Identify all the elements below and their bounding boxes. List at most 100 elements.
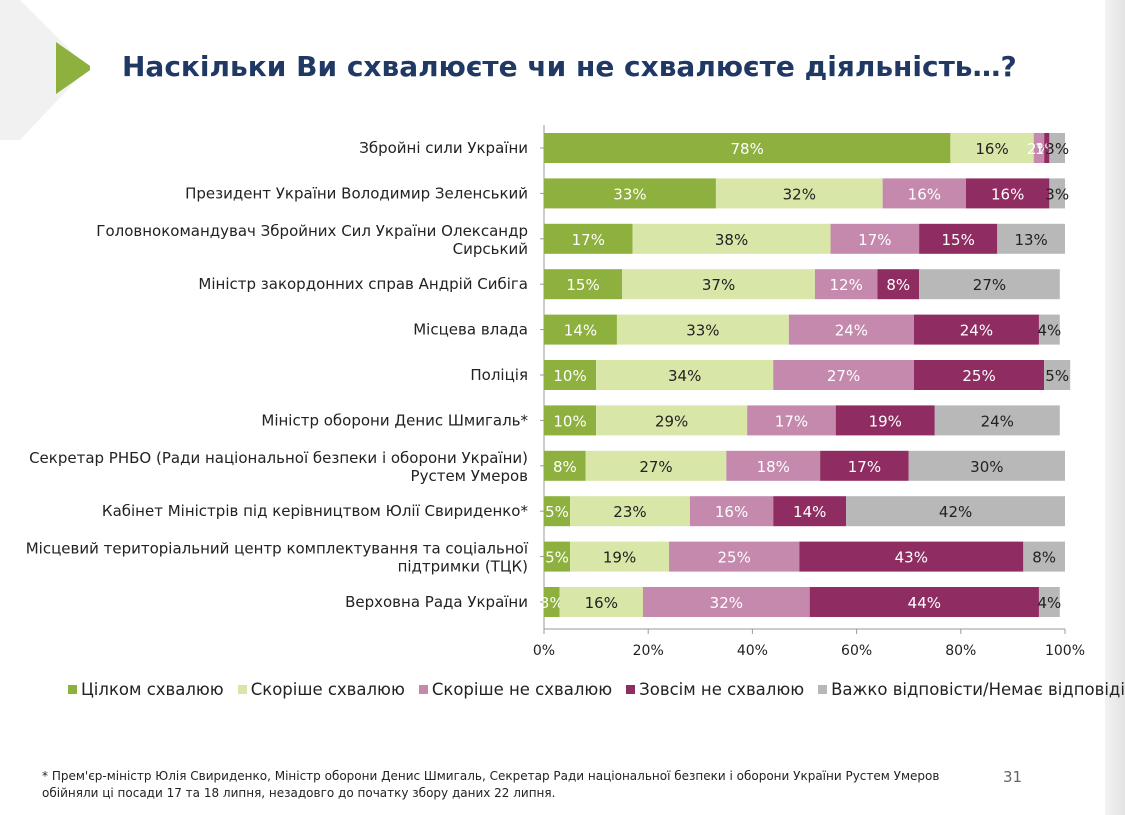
legend-swatch bbox=[626, 685, 636, 694]
data-label: 16% bbox=[975, 140, 1008, 158]
bar-segment bbox=[1033, 133, 1045, 163]
bar-segment bbox=[799, 541, 1024, 572]
data-label: 18% bbox=[757, 458, 790, 476]
data-label: 4% bbox=[1037, 594, 1061, 612]
bar-segment bbox=[747, 405, 836, 436]
bar-segment bbox=[544, 223, 633, 254]
bar-segment bbox=[966, 178, 1050, 209]
bar-segment bbox=[570, 496, 690, 527]
bar-segment bbox=[544, 405, 597, 436]
data-label: 25% bbox=[962, 367, 995, 385]
x-tick-label: 20% bbox=[633, 643, 664, 659]
category-label: Верховна Рада України bbox=[345, 593, 528, 611]
bar-segment bbox=[544, 360, 597, 390]
bar-segment bbox=[669, 541, 800, 572]
data-label: 17% bbox=[858, 231, 891, 249]
data-label: 8% bbox=[1032, 549, 1056, 567]
category-label: Поліція bbox=[470, 366, 528, 384]
data-label: 15% bbox=[942, 231, 975, 249]
data-label: 27% bbox=[639, 458, 672, 476]
legend-label: Скоріше схвалюю bbox=[250, 680, 405, 699]
data-label: 14% bbox=[793, 503, 826, 521]
bar-segment bbox=[1044, 133, 1050, 163]
bar-segment bbox=[544, 269, 623, 300]
legend-swatch bbox=[818, 685, 828, 694]
data-label: 29% bbox=[655, 412, 688, 430]
stacked-bar-chart: Збройні сили України 78% 16% 2%1%3%Президен… bbox=[26, 125, 1085, 659]
x-tick-label: 0% bbox=[533, 643, 555, 659]
chart-legend: Цілком схвалюю Скоріше схвалюю Скоріше не … bbox=[68, 680, 1125, 699]
x-tick-label: 80% bbox=[945, 643, 976, 659]
data-label: 32% bbox=[783, 185, 816, 203]
bar-segment bbox=[877, 269, 920, 300]
category-label: Місцева влада bbox=[413, 321, 528, 339]
data-label: 17% bbox=[775, 412, 808, 430]
bar-segment bbox=[544, 314, 617, 345]
corner-shadow-shape bbox=[0, 0, 88, 140]
bar-segment bbox=[642, 587, 810, 617]
page-title: Наскільки Ви схвалюєте чи не схвалюєте д… bbox=[122, 50, 1017, 83]
category-label: Президент України Володимир Зеленський bbox=[185, 184, 528, 202]
data-label: 17% bbox=[848, 458, 881, 476]
data-label: 19% bbox=[869, 412, 902, 430]
bar-segment bbox=[544, 496, 571, 527]
legend-item: Скоріше не схвалюю bbox=[418, 680, 613, 699]
data-label: 16% bbox=[908, 185, 941, 203]
data-label: 23% bbox=[613, 503, 646, 521]
legend-item: Скоріше схвалюю bbox=[237, 680, 405, 699]
category-label: Головнокомандувач Збройних Сил України О… bbox=[96, 222, 528, 258]
legend-label: Важко відповісти/Немає відповіді bbox=[831, 680, 1125, 699]
data-label: 8% bbox=[553, 458, 577, 476]
data-label: 12% bbox=[830, 276, 863, 294]
data-label: 32% bbox=[710, 594, 743, 612]
bar-segment bbox=[950, 133, 1034, 163]
data-label: 13% bbox=[1014, 231, 1047, 249]
bar-segment bbox=[596, 405, 748, 436]
bar-segment bbox=[830, 223, 920, 254]
data-label: 14% bbox=[564, 322, 597, 340]
data-label: 27% bbox=[973, 276, 1006, 294]
data-label: 10% bbox=[553, 367, 586, 385]
footnote: * Прем'єр-міністр Юлія Свириденко, Мініс… bbox=[42, 769, 940, 800]
bar-segment bbox=[689, 496, 774, 527]
data-label: 78% bbox=[731, 140, 764, 158]
bar-segment bbox=[616, 314, 789, 345]
data-label: 5% bbox=[545, 549, 569, 567]
data-label: 38% bbox=[715, 231, 748, 249]
bar-segment bbox=[934, 405, 1060, 436]
legend-item: Цілком схвалюю bbox=[68, 680, 224, 699]
bar-segment bbox=[544, 587, 560, 617]
bar-segment bbox=[632, 223, 831, 254]
legend-label: Скоріше не схвалюю bbox=[431, 680, 613, 699]
bar-segment bbox=[846, 496, 1065, 527]
x-tick-label: 100% bbox=[1045, 643, 1085, 659]
data-label: 33% bbox=[686, 322, 719, 340]
data-label: 24% bbox=[835, 322, 868, 340]
bar-segment bbox=[1049, 133, 1065, 163]
bar-segment bbox=[1038, 314, 1060, 345]
data-label: 5% bbox=[545, 503, 569, 521]
legend-swatch bbox=[418, 685, 428, 694]
bar-segment bbox=[544, 133, 951, 163]
x-tick-label: 60% bbox=[841, 643, 872, 659]
data-label: 3% bbox=[540, 594, 564, 612]
bar-segment bbox=[913, 360, 1045, 390]
category-label: Місцевий територіальний центр комплектув… bbox=[26, 540, 529, 576]
data-label: 34% bbox=[668, 367, 701, 385]
bar-segment bbox=[820, 450, 909, 481]
bar-segment bbox=[1023, 541, 1065, 572]
legend-swatch bbox=[68, 685, 77, 694]
bar-segment bbox=[919, 269, 1060, 300]
bar-segment bbox=[835, 405, 935, 436]
legend-label: Цілком схвалюю bbox=[81, 680, 224, 699]
x-tick-label: 40% bbox=[737, 643, 768, 659]
category-label: Кабінет Міністрів під керівництвом Юлії … bbox=[102, 502, 529, 520]
bar-segment bbox=[1038, 587, 1060, 617]
data-label: 16% bbox=[585, 594, 618, 612]
bar-segment bbox=[913, 314, 1039, 345]
bar-segment bbox=[908, 450, 1065, 481]
data-label: 10% bbox=[553, 412, 586, 430]
legend-item: Важко відповісти/Немає відповіді bbox=[818, 680, 1125, 699]
legend-swatch bbox=[237, 685, 247, 694]
data-label: 44% bbox=[908, 594, 941, 612]
